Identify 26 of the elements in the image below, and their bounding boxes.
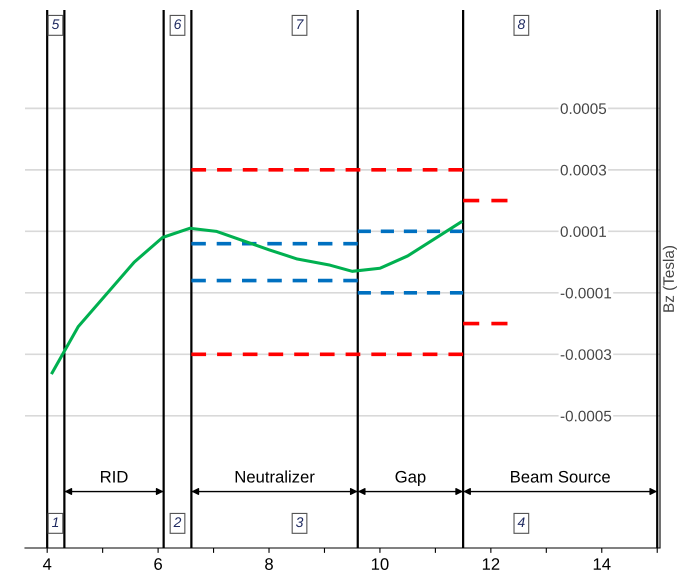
- annotation: Beam Source: [511, 470, 610, 483]
- annotation: 8: [518, 19, 526, 30]
- annotation: 1: [52, 517, 58, 527]
- y-tick-label: 0.0001: [560, 226, 606, 238]
- y-tick-label: -0.0003: [560, 349, 612, 360]
- annotation: 4: [518, 517, 525, 527]
- annotation: 5: [52, 19, 60, 30]
- x-tick-label: 14: [594, 558, 611, 570]
- annotation: 3: [296, 517, 304, 528]
- annotation: Neutralizer: [236, 470, 315, 483]
- y-tick-label: -0.0005: [560, 410, 612, 422]
- x-tick-label: 4: [42, 558, 52, 570]
- line-series: [50, 220, 462, 374]
- annotation: 7: [297, 19, 304, 29]
- x-tick-label: 6: [154, 558, 162, 570]
- x-tick-label: 10: [372, 558, 389, 570]
- x-tick-label: 8: [265, 558, 273, 570]
- y-axis-title: Bz (Tesla): [662, 246, 678, 312]
- annotation: 2: [174, 517, 182, 527]
- annotation: RID: [101, 471, 128, 482]
- y-tick-label: -0.0001: [560, 288, 612, 299]
- y-tick-label: 0.0005: [560, 103, 606, 114]
- y-tick-label: 0.0003: [560, 164, 606, 176]
- annotation: Gap: [396, 470, 426, 486]
- annotation: 6: [174, 19, 182, 30]
- x-tick-label: 12: [482, 558, 500, 570]
